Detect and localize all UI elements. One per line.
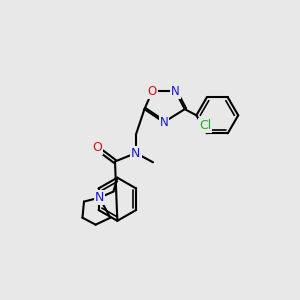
Text: N: N [160,116,168,129]
Text: Cl: Cl [199,119,212,132]
Text: N: N [131,146,141,160]
Text: O: O [92,141,102,154]
Text: N: N [171,85,180,98]
Text: O: O [148,85,157,98]
Text: N: N [95,191,104,204]
